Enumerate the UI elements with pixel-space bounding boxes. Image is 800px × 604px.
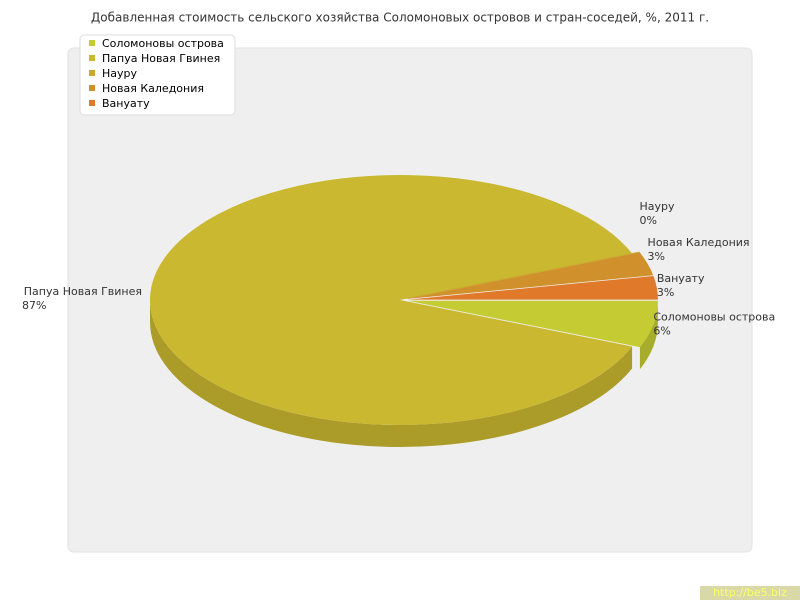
data-label-value: 0%	[640, 214, 657, 227]
slice	[407, 275, 658, 300]
legend-label: Соломоновы острова	[102, 37, 224, 50]
plot-area	[67, 47, 753, 553]
watermark-bg	[700, 586, 800, 600]
data-label-name: Новая Каледония	[648, 236, 750, 249]
legend-box	[79, 34, 236, 116]
data-label-name: Соломоновы острова	[653, 311, 775, 324]
slice	[150, 175, 633, 426]
data-label-value: 3%	[657, 286, 674, 299]
slice-side	[149, 300, 633, 448]
legend-label: Науру	[102, 67, 138, 80]
legend-swatch	[89, 85, 95, 91]
data-label-value: 6%	[653, 325, 670, 338]
data-label-name: Папуа Новая Гвинея	[24, 285, 142, 298]
slice-side	[639, 300, 658, 370]
slice	[407, 300, 658, 348]
legend-label: Папуа Новая Гвинея	[102, 52, 220, 65]
watermark: http://be5.biz	[713, 586, 787, 599]
legend-swatch	[89, 55, 95, 61]
legend: Соломоновы острова Папуа Новая Гвинея Наур…	[79, 34, 236, 116]
legend-label: Новая Каледония	[102, 82, 204, 95]
data-label-value: 3%	[648, 250, 665, 263]
slice	[407, 251, 640, 300]
legend-swatch	[89, 40, 95, 46]
data-label-value: 87%	[22, 299, 46, 312]
slice	[407, 252, 654, 299]
legend-label: Вануату	[102, 97, 150, 110]
data-label-name: Вануату	[657, 272, 705, 285]
chart-title: Добавленная стоимость сельского хозяйств…	[91, 11, 709, 25]
data-label-name: Науру	[640, 200, 676, 213]
legend-swatch	[89, 100, 95, 106]
legend-swatch	[89, 70, 95, 76]
